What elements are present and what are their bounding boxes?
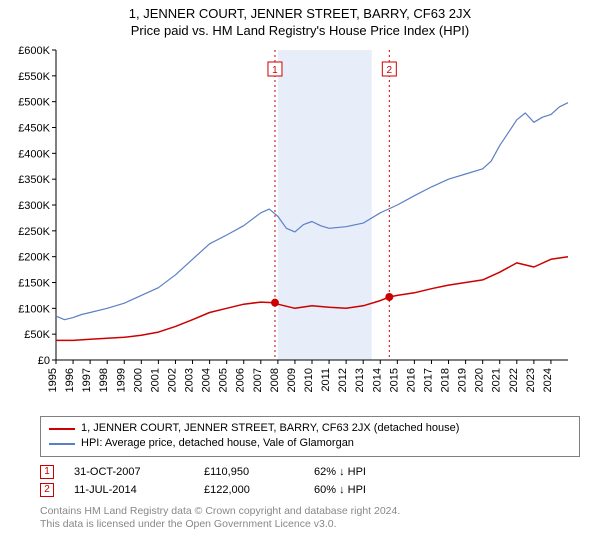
svg-text:£250K: £250K xyxy=(18,226,50,238)
svg-text:2011: 2011 xyxy=(320,368,332,392)
line-chart: £0 £50K £100K £150K £200K £250K £300K £350K £400… xyxy=(8,42,578,412)
svg-text:2020: 2020 xyxy=(474,368,486,392)
legend: 1, JENNER COURT, JENNER STREET, BARRY, C… xyxy=(40,416,580,457)
svg-text:1: 1 xyxy=(272,65,278,76)
svg-text:2006: 2006 xyxy=(235,368,247,392)
footer-line-2: This data is licensed under the Open Gov… xyxy=(40,518,580,532)
svg-text:£550K: £550K xyxy=(18,71,50,83)
svg-text:2021: 2021 xyxy=(491,368,503,392)
sale-events: 1 31-OCT-2007 £110,950 62% ↓ HPI 2 11-JUL-201… xyxy=(40,463,580,499)
svg-text:1998: 1998 xyxy=(98,368,110,392)
svg-text:2013: 2013 xyxy=(354,368,366,392)
svg-text:1995: 1995 xyxy=(47,368,59,392)
svg-text:£300K: £300K xyxy=(18,200,50,212)
svg-text:£400K: £400K xyxy=(18,148,50,160)
svg-text:2014: 2014 xyxy=(371,368,383,392)
svg-text:2003: 2003 xyxy=(184,368,196,392)
sale-date: 11-JUL-2014 xyxy=(74,484,184,496)
svg-text:2001: 2001 xyxy=(149,368,161,392)
chart-title: 1, JENNER COURT, JENNER STREET, BARRY, C… xyxy=(0,0,600,21)
svg-text:2009: 2009 xyxy=(286,368,298,392)
sale-price: £110,950 xyxy=(204,466,294,478)
svg-text:2024: 2024 xyxy=(542,368,554,392)
sale-hpi-pct: 60% ↓ HPI xyxy=(314,484,434,496)
svg-text:2000: 2000 xyxy=(132,368,144,392)
legend-item: 1, JENNER COURT, JENNER STREET, BARRY, C… xyxy=(49,421,571,436)
svg-text:2002: 2002 xyxy=(166,368,178,392)
sale-row: 2 11-JUL-2014 £122,000 60% ↓ HPI xyxy=(40,481,580,499)
chart-area: £0 £50K £100K £150K £200K £250K £300K £350K £400… xyxy=(8,42,578,412)
sale-date: 31-OCT-2007 xyxy=(74,466,184,478)
sale-marker: 2 xyxy=(40,483,54,497)
svg-text:2007: 2007 xyxy=(252,368,264,392)
svg-text:£600K: £600K xyxy=(18,45,50,57)
chart-subtitle: Price paid vs. HM Land Registry's House … xyxy=(0,21,600,42)
sale-price: £122,000 xyxy=(204,484,294,496)
svg-text:2019: 2019 xyxy=(457,368,469,392)
svg-text:£350K: £350K xyxy=(18,174,50,186)
svg-text:£0: £0 xyxy=(38,355,50,367)
svg-text:2008: 2008 xyxy=(269,368,281,392)
svg-text:£50K: £50K xyxy=(24,329,50,341)
svg-text:2022: 2022 xyxy=(508,368,520,392)
legend-item: HPI: Average price, detached house, Vale… xyxy=(49,436,571,451)
sale-marker: 1 xyxy=(40,465,54,479)
footer-line-1: Contains HM Land Registry data © Crown c… xyxy=(40,505,580,519)
svg-text:2023: 2023 xyxy=(525,368,537,392)
svg-text:£500K: £500K xyxy=(18,97,50,109)
legend-swatch xyxy=(49,428,75,430)
svg-text:2004: 2004 xyxy=(201,368,213,392)
svg-text:1996: 1996 xyxy=(64,368,76,392)
legend-swatch xyxy=(49,443,75,445)
footer-attribution: Contains HM Land Registry data © Crown c… xyxy=(40,505,580,532)
svg-text:2015: 2015 xyxy=(388,368,400,392)
svg-text:2012: 2012 xyxy=(337,368,349,392)
svg-text:1999: 1999 xyxy=(115,368,127,392)
legend-label: HPI: Average price, detached house, Vale… xyxy=(81,436,354,451)
legend-label: 1, JENNER COURT, JENNER STREET, BARRY, C… xyxy=(81,421,459,436)
svg-text:2: 2 xyxy=(387,65,393,76)
sale-row: 1 31-OCT-2007 £110,950 62% ↓ HPI xyxy=(40,463,580,481)
svg-text:1997: 1997 xyxy=(81,368,93,392)
svg-text:2005: 2005 xyxy=(218,368,230,392)
svg-text:£450K: £450K xyxy=(18,123,50,135)
svg-text:2018: 2018 xyxy=(440,368,452,392)
svg-text:2016: 2016 xyxy=(405,368,417,392)
sale-hpi-pct: 62% ↓ HPI xyxy=(314,466,434,478)
svg-text:£200K: £200K xyxy=(18,252,50,264)
svg-text:2017: 2017 xyxy=(422,368,434,392)
svg-text:2010: 2010 xyxy=(303,368,315,392)
svg-text:£150K: £150K xyxy=(18,278,50,290)
svg-text:£100K: £100K xyxy=(18,303,50,315)
